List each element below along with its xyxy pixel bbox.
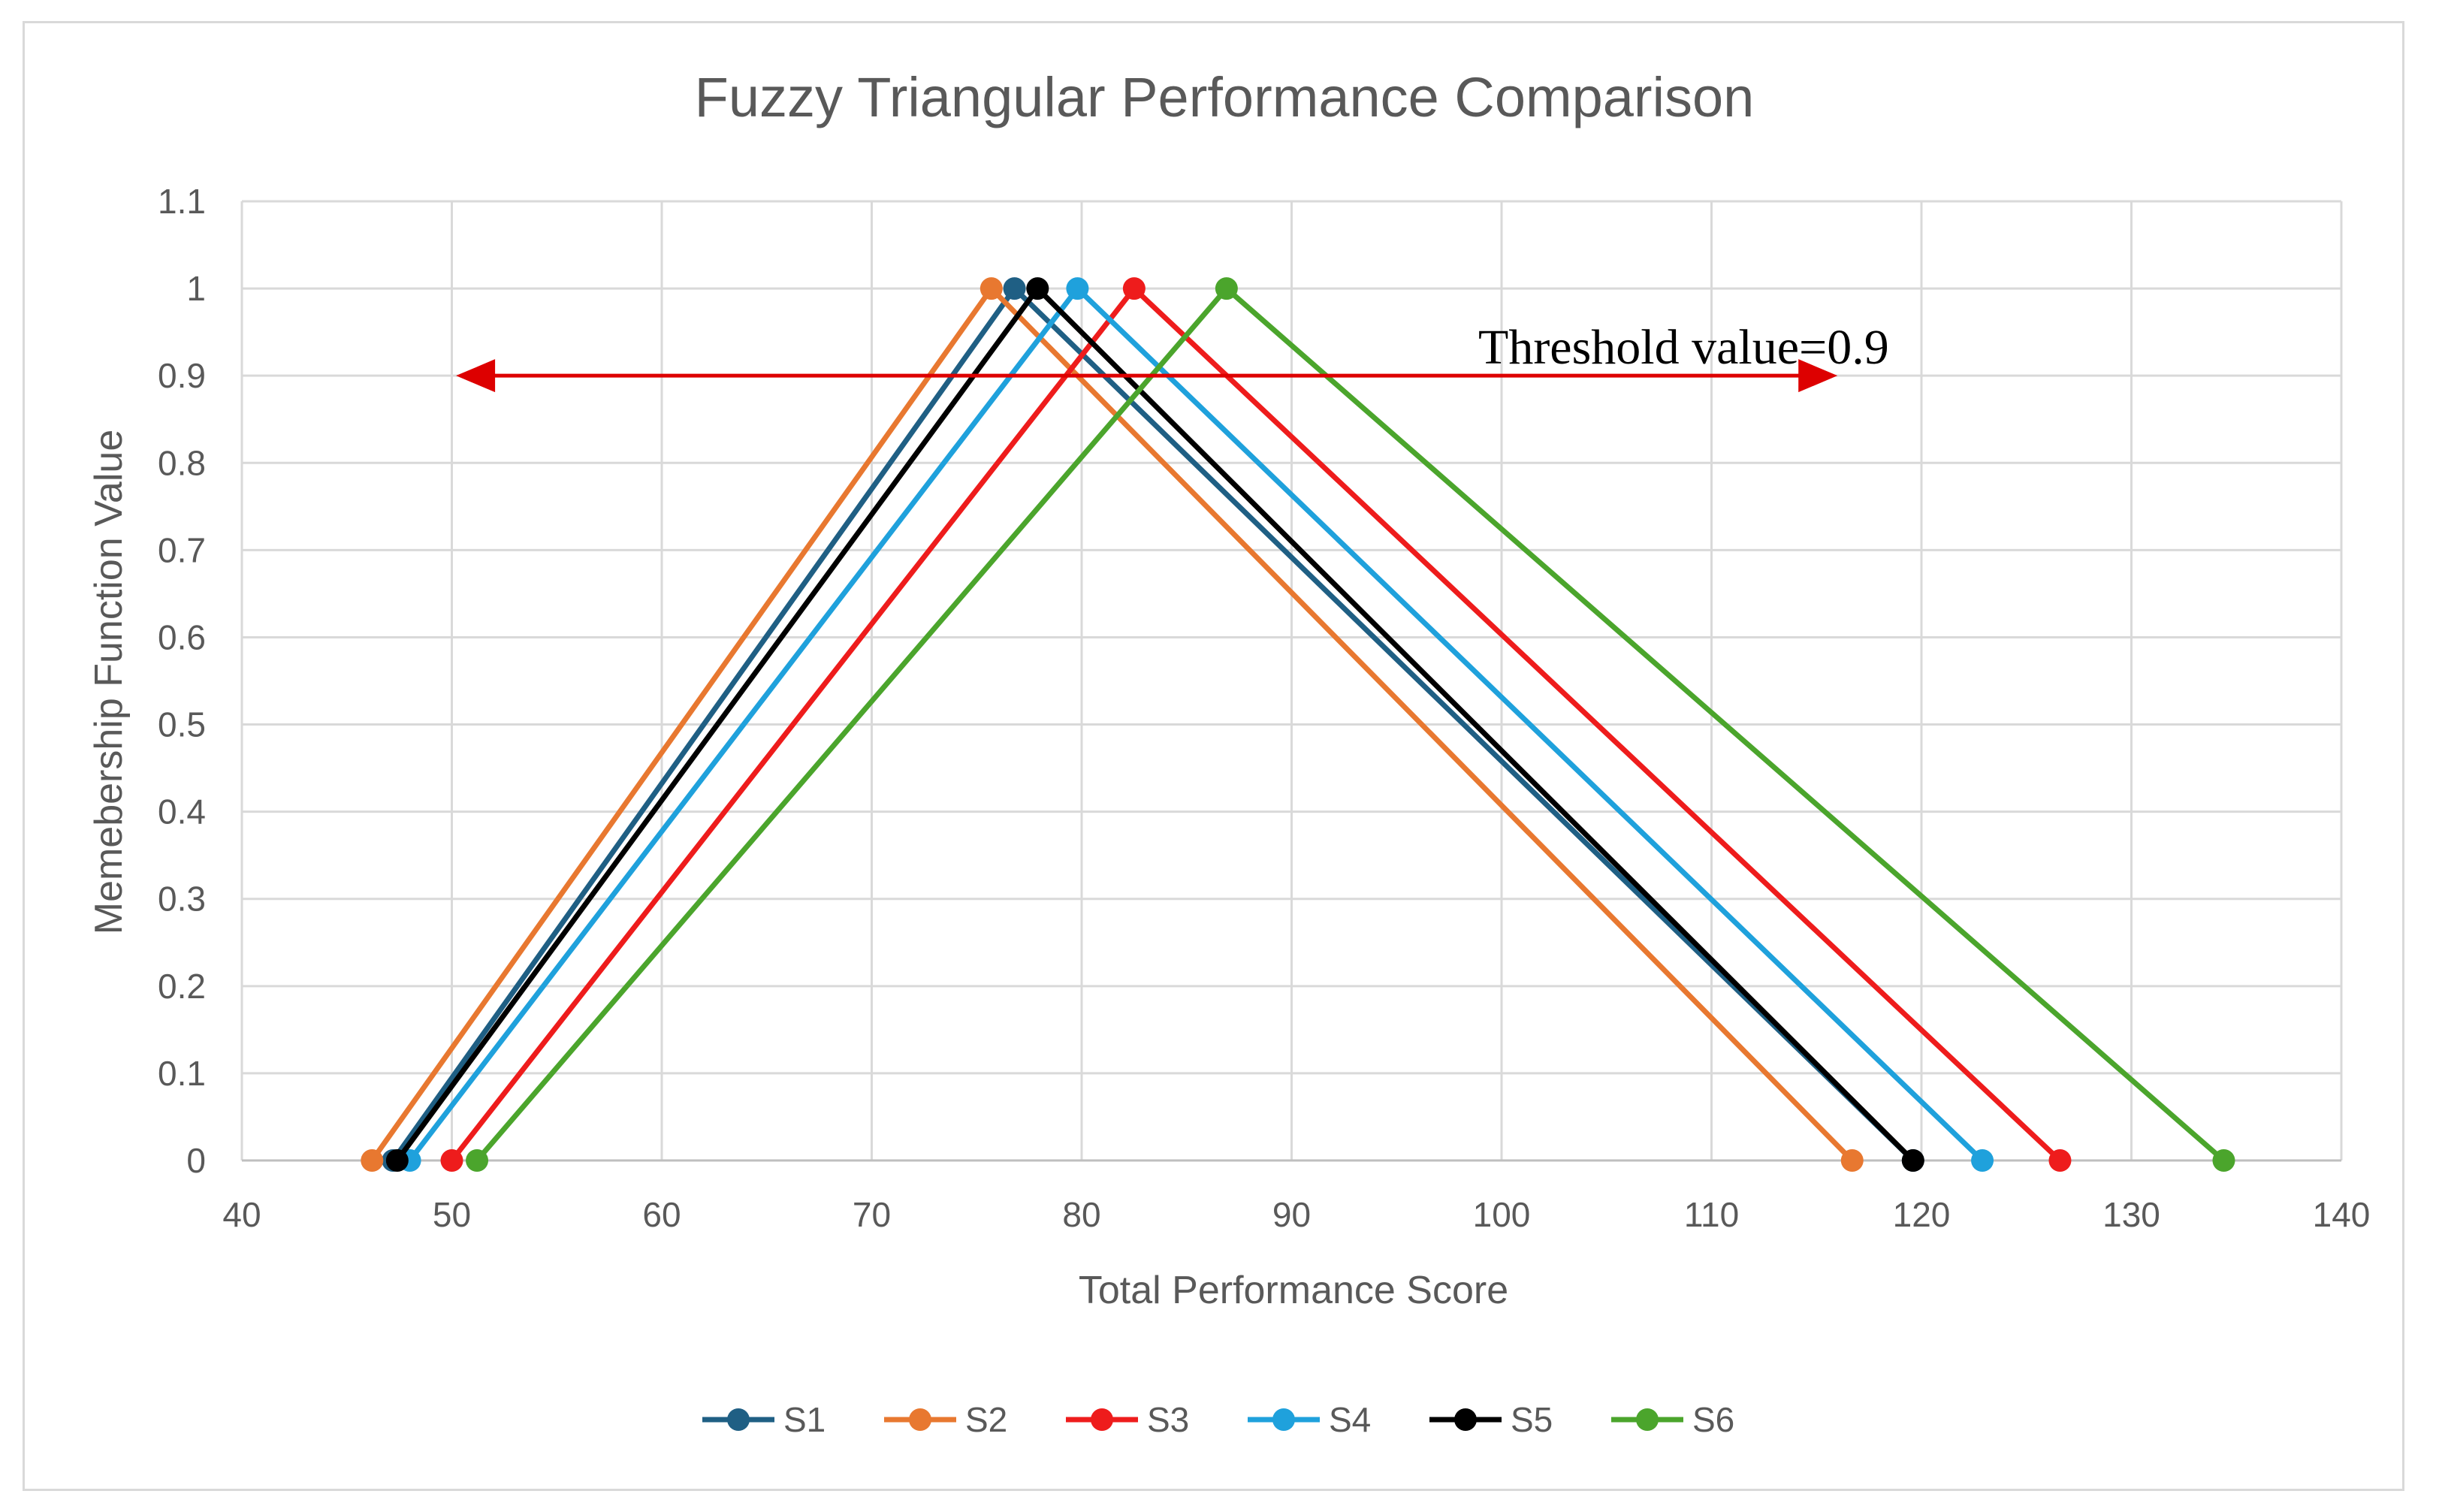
data-point-s3 xyxy=(440,1149,463,1172)
x-tick-label: 90 xyxy=(1272,1195,1311,1234)
chart-frame xyxy=(23,21,2404,1491)
data-point-s6 xyxy=(2212,1149,2235,1172)
y-tick-label: 0.6 xyxy=(158,617,206,656)
legend-marker xyxy=(1091,1408,1113,1431)
x-tick-label: 50 xyxy=(433,1195,471,1234)
data-point-s5 xyxy=(385,1149,409,1172)
x-tick-label: 80 xyxy=(1062,1195,1100,1234)
data-point-s2 xyxy=(361,1149,384,1172)
y-tick-label: 0 xyxy=(186,1141,206,1180)
x-tick-label: 40 xyxy=(222,1195,261,1234)
data-point-s3 xyxy=(1122,277,1146,300)
legend-label: S6 xyxy=(1692,1400,1734,1439)
series-s5 xyxy=(385,277,1924,1172)
threshold-arrowhead-right xyxy=(1798,359,1838,393)
x-axis-title: Total Performance Score xyxy=(1079,1269,1508,1312)
legend-item-s6: S6 xyxy=(1611,1400,1734,1439)
legend-marker xyxy=(1636,1408,1659,1431)
legend-item-s4: S4 xyxy=(1248,1400,1371,1439)
legend-label: S4 xyxy=(1329,1400,1371,1439)
x-tick-label: 70 xyxy=(853,1195,891,1234)
legend-marker xyxy=(1454,1408,1477,1431)
data-point-s3 xyxy=(2048,1149,2072,1172)
x-tick-label: 110 xyxy=(1684,1195,1739,1234)
threshold-label: Threshold value=0.9 xyxy=(1478,320,1889,375)
legend-marker xyxy=(1272,1408,1295,1431)
x-tick-label: 100 xyxy=(1473,1195,1531,1234)
data-point-s2 xyxy=(980,277,1003,300)
y-tick-label: 0.9 xyxy=(158,356,206,395)
y-tick-label: 1 xyxy=(186,269,206,308)
chart-title: Fuzzy Triangular Performance Comparison xyxy=(695,66,1755,128)
series-s3 xyxy=(440,277,2072,1172)
axis-ticks: 40 50 60 70 80 90 100 110 120 130 140 0 0.1 0.2 0.3 0.4… xyxy=(158,182,2370,1234)
data-point-s2 xyxy=(1840,1149,1864,1172)
data-point-s5 xyxy=(1026,277,1049,300)
legend-item-s5: S5 xyxy=(1429,1400,1553,1439)
threshold-arrowhead-left xyxy=(456,359,496,393)
x-tick-label: 140 xyxy=(2313,1195,2371,1234)
series-s6 xyxy=(466,277,2235,1172)
data-point-s1 xyxy=(1003,277,1026,300)
legend-label: S3 xyxy=(1147,1400,1189,1439)
legend-label: S5 xyxy=(1511,1400,1553,1439)
x-tick-label: 130 xyxy=(2102,1195,2160,1234)
series-s2 xyxy=(361,277,1864,1172)
data-point-s5 xyxy=(1901,1149,1924,1172)
legend-item-s3: S3 xyxy=(1066,1400,1189,1439)
data-point-s4 xyxy=(1066,277,1089,300)
legend-label: S2 xyxy=(965,1400,1007,1439)
y-tick-label: 0.7 xyxy=(158,530,206,569)
data-point-s6 xyxy=(1215,277,1238,300)
legend-item-s1: S1 xyxy=(702,1400,826,1439)
legend-item-s2: S2 xyxy=(884,1400,1007,1439)
y-tick-label: 0.5 xyxy=(158,705,206,744)
y-tick-label: 0.8 xyxy=(158,443,206,482)
y-tick-label: 0.3 xyxy=(158,880,206,919)
y-axis-title: Memebership Function Value xyxy=(87,430,131,935)
series-lines xyxy=(361,277,2235,1172)
threshold-annotation: Threshold value=0.9 xyxy=(456,320,1889,393)
data-point-s6 xyxy=(466,1149,489,1172)
y-tick-label: 0.2 xyxy=(158,967,206,1006)
legend-marker xyxy=(727,1408,750,1431)
legend-marker xyxy=(909,1408,931,1431)
legend: S1 S2 S3 S4 S5 S6 xyxy=(702,1400,1734,1439)
data-point-s4 xyxy=(1971,1149,1994,1172)
y-tick-label: 0.4 xyxy=(158,792,206,831)
x-tick-label: 120 xyxy=(1893,1195,1951,1234)
x-tick-label: 60 xyxy=(642,1195,681,1234)
y-tick-label: 1.1 xyxy=(158,182,206,221)
legend-label: S1 xyxy=(783,1400,826,1439)
y-tick-label: 0.1 xyxy=(158,1054,206,1093)
